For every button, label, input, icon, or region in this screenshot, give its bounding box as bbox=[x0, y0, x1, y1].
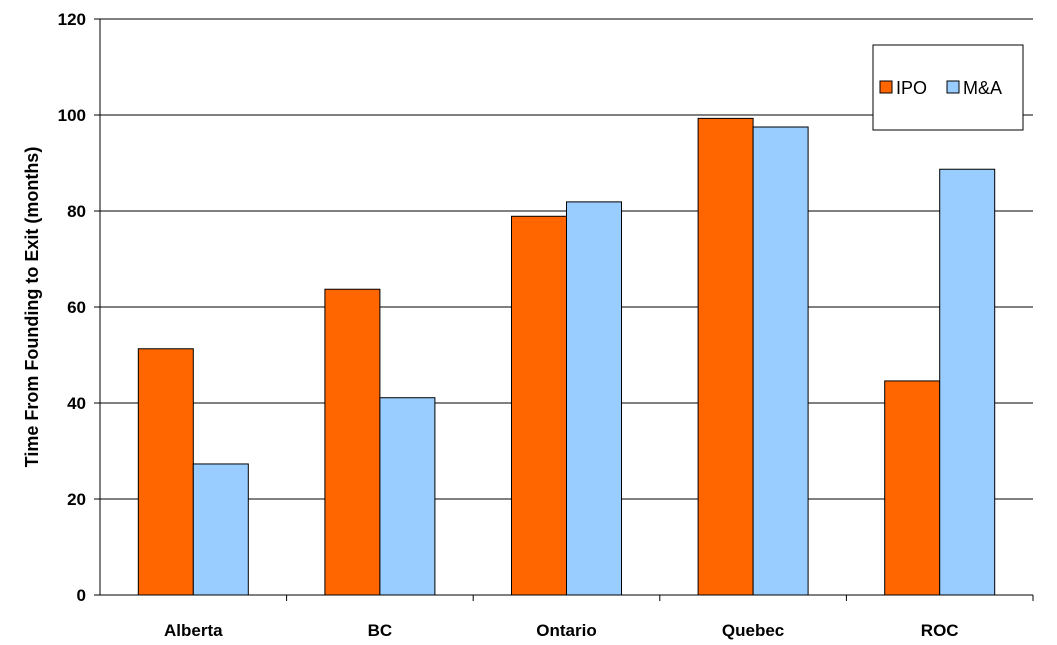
y-tick-label: 60 bbox=[67, 298, 86, 317]
x-tick-label: BC bbox=[368, 621, 393, 640]
bar-ma-quebec bbox=[752, 126, 809, 596]
bar-ipo-roc bbox=[884, 380, 941, 596]
y-tick-label: 0 bbox=[77, 586, 86, 605]
y-axis-title: Time From Founding to Exit (months) bbox=[22, 147, 42, 468]
x-tick-label: Alberta bbox=[164, 621, 223, 640]
x-tick-label: Quebec bbox=[722, 621, 784, 640]
x-tick-labels: Alberta BC Ontario Quebec ROC bbox=[164, 621, 959, 640]
x-tick-label: ROC bbox=[921, 621, 959, 640]
bar-ma-roc bbox=[939, 168, 996, 596]
bar-ipo-ontario bbox=[511, 215, 567, 596]
y-tick-label: 40 bbox=[67, 394, 86, 413]
bar-ma-ontario bbox=[566, 201, 622, 596]
bar-ma-bc bbox=[379, 397, 436, 596]
bar-ipo-bc bbox=[324, 288, 381, 596]
bars bbox=[137, 117, 996, 596]
axes bbox=[94, 18, 1034, 601]
y-tick-labels: 0 20 40 60 80 100 120 bbox=[58, 10, 86, 605]
legend-label-ipo: IPO bbox=[896, 78, 927, 98]
legend-label-ma: M&A bbox=[963, 78, 1002, 98]
y-tick-label: 100 bbox=[58, 106, 86, 125]
legend-swatch-ma bbox=[946, 80, 960, 94]
y-tick-label: 80 bbox=[67, 202, 86, 221]
legend: IPO M&A bbox=[872, 44, 1024, 131]
bar-ma-alberta bbox=[192, 463, 249, 596]
legend-swatch-ipo bbox=[879, 80, 893, 94]
bar-ipo-alberta bbox=[137, 348, 194, 596]
y-tick-label: 120 bbox=[58, 10, 86, 29]
bar-ipo-quebec bbox=[697, 117, 754, 596]
x-tick-label: Ontario bbox=[536, 621, 596, 640]
y-tick-label: 20 bbox=[67, 490, 86, 509]
